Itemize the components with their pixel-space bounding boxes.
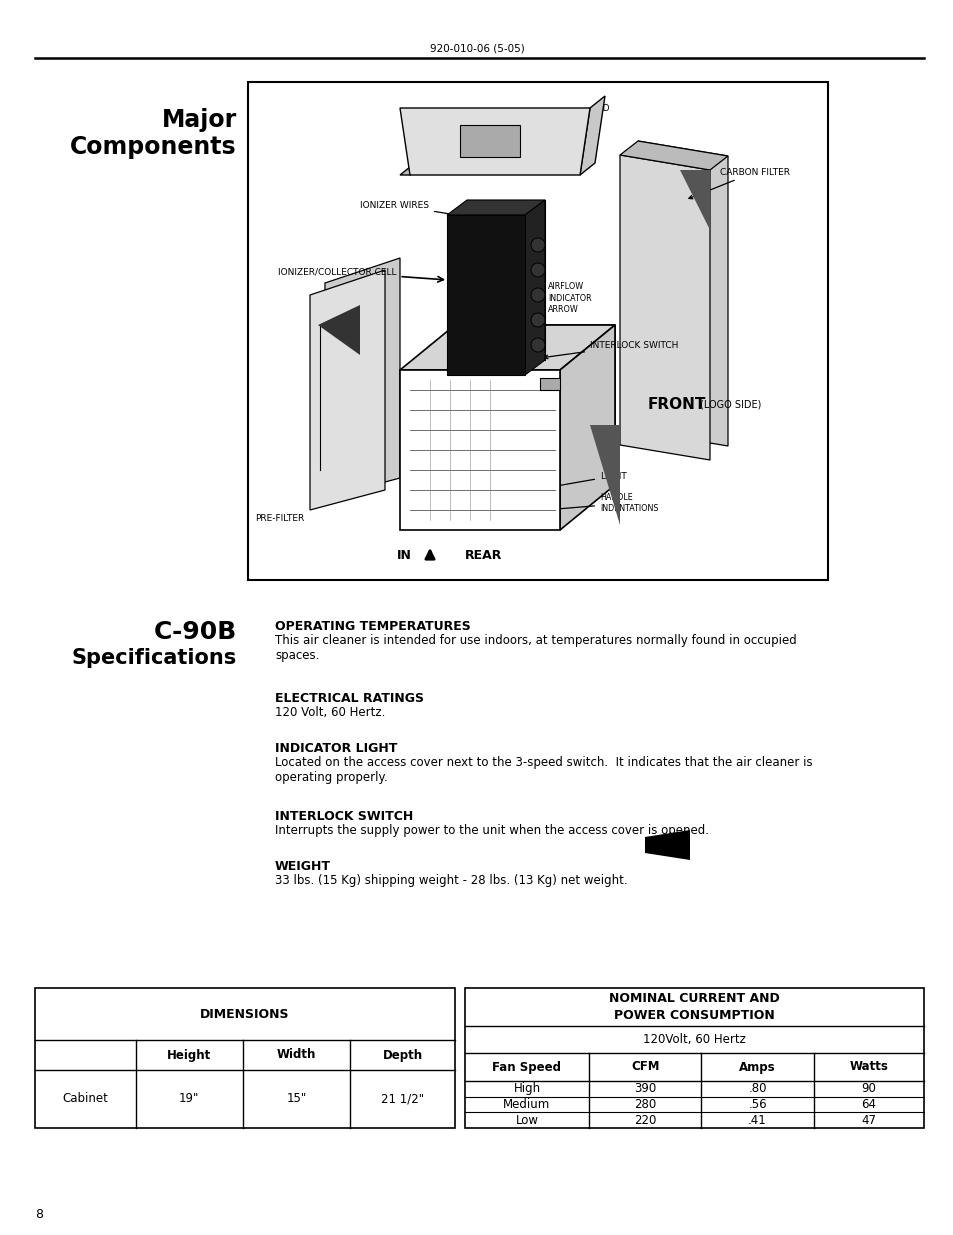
Text: Components: Components <box>71 135 236 159</box>
Text: CARBON FILTER: CARBON FILTER <box>688 168 789 199</box>
Polygon shape <box>399 325 615 370</box>
Text: 90: 90 <box>861 1082 876 1095</box>
Circle shape <box>531 312 544 327</box>
Text: Height: Height <box>167 1049 212 1062</box>
Text: 8: 8 <box>35 1209 43 1221</box>
Polygon shape <box>467 200 544 359</box>
Text: IONIZER WIRES: IONIZER WIRES <box>359 200 471 219</box>
Circle shape <box>531 338 544 352</box>
Text: 15": 15" <box>286 1093 306 1105</box>
Text: LID: LID <box>568 104 609 137</box>
Polygon shape <box>524 200 544 375</box>
Text: FRONT: FRONT <box>647 396 705 411</box>
Polygon shape <box>325 258 399 498</box>
Text: 120 Volt, 60 Hertz.: 120 Volt, 60 Hertz. <box>274 706 385 719</box>
Text: 220: 220 <box>634 1114 656 1126</box>
Bar <box>35 988 455 1128</box>
Polygon shape <box>579 96 604 175</box>
Text: DIMENSIONS: DIMENSIONS <box>200 1008 290 1020</box>
Text: IN: IN <box>396 548 412 562</box>
Polygon shape <box>559 325 615 530</box>
Text: C-90B: C-90B <box>153 620 236 643</box>
Text: PRE-FILTER: PRE-FILTER <box>255 514 304 522</box>
Text: AIRFLOW
INDICATOR
ARROW: AIRFLOW INDICATOR ARROW <box>547 283 591 314</box>
Text: IONIZER/COLLECTOR CELL: IONIZER/COLLECTOR CELL <box>277 268 443 282</box>
Text: Major: Major <box>162 107 236 132</box>
Circle shape <box>531 288 544 303</box>
Circle shape <box>531 238 544 252</box>
Polygon shape <box>619 141 727 170</box>
Text: NOMINAL CURRENT AND
POWER CONSUMPTION: NOMINAL CURRENT AND POWER CONSUMPTION <box>608 992 779 1023</box>
Text: INTERLOCK SWITCH: INTERLOCK SWITCH <box>543 341 678 358</box>
Text: 120Volt, 60 Hertz: 120Volt, 60 Hertz <box>642 1032 745 1046</box>
Text: 21 1/2": 21 1/2" <box>380 1093 424 1105</box>
Text: 47: 47 <box>861 1114 876 1126</box>
Polygon shape <box>399 163 424 175</box>
Polygon shape <box>644 830 689 860</box>
Text: Medium: Medium <box>503 1098 550 1112</box>
Text: WEIGHT: WEIGHT <box>274 860 331 873</box>
Polygon shape <box>589 425 619 525</box>
Text: Specifications: Specifications <box>71 648 236 668</box>
Text: .80: .80 <box>747 1082 766 1095</box>
Polygon shape <box>619 156 709 459</box>
Polygon shape <box>399 107 589 175</box>
Bar <box>464 988 923 1128</box>
Polygon shape <box>447 200 544 215</box>
Text: OPERATING TEMPERATURES: OPERATING TEMPERATURES <box>274 620 470 634</box>
Bar <box>248 82 827 580</box>
Text: HANDLE
INDENTATIONS: HANDLE INDENTATIONS <box>549 493 658 513</box>
Text: 920-010-06 (5-05): 920-010-06 (5-05) <box>429 43 524 53</box>
Text: REAR: REAR <box>464 548 502 562</box>
Text: 33 lbs. (15 Kg) shipping weight - 28 lbs. (13 Kg) net weight.: 33 lbs. (15 Kg) shipping weight - 28 lbs… <box>274 874 627 887</box>
Text: 280: 280 <box>634 1098 656 1112</box>
Text: Interrupts the supply power to the unit when the access cover is opened.: Interrupts the supply power to the unit … <box>274 824 708 837</box>
Polygon shape <box>455 325 615 485</box>
Text: Located on the access cover next to the 3-speed switch.  It indicates that the a: Located on the access cover next to the … <box>274 756 812 784</box>
Text: Low: Low <box>515 1114 537 1126</box>
Text: Cabinet: Cabinet <box>62 1093 109 1105</box>
Text: Width: Width <box>276 1049 315 1062</box>
Text: .56: .56 <box>747 1098 766 1112</box>
Text: INDICATOR LIGHT: INDICATOR LIGHT <box>274 742 397 755</box>
Polygon shape <box>638 141 727 446</box>
Polygon shape <box>310 270 385 510</box>
Circle shape <box>531 263 544 277</box>
Polygon shape <box>317 305 359 354</box>
Text: Fan Speed: Fan Speed <box>492 1061 561 1073</box>
Polygon shape <box>447 215 524 375</box>
Text: (LOGO SIDE): (LOGO SIDE) <box>700 399 760 409</box>
Text: 390: 390 <box>634 1082 656 1095</box>
Text: Watts: Watts <box>848 1061 887 1073</box>
Text: 19": 19" <box>179 1093 199 1105</box>
Bar <box>539 378 559 390</box>
Text: LIGHT: LIGHT <box>549 472 626 488</box>
Text: 64: 64 <box>861 1098 876 1112</box>
Text: This air cleaner is intended for use indoors, at temperatures normally found in : This air cleaner is intended for use ind… <box>274 634 796 662</box>
Text: Amps: Amps <box>739 1061 775 1073</box>
Text: .41: .41 <box>747 1114 766 1126</box>
Polygon shape <box>679 170 709 230</box>
Text: ELECTRICAL RATINGS: ELECTRICAL RATINGS <box>274 692 423 705</box>
Text: INTERLOCK SWITCH: INTERLOCK SWITCH <box>274 810 413 823</box>
Polygon shape <box>399 370 559 530</box>
Text: High: High <box>513 1082 540 1095</box>
Text: CFM: CFM <box>630 1061 659 1073</box>
Text: Depth: Depth <box>382 1049 422 1062</box>
Bar <box>459 125 519 157</box>
